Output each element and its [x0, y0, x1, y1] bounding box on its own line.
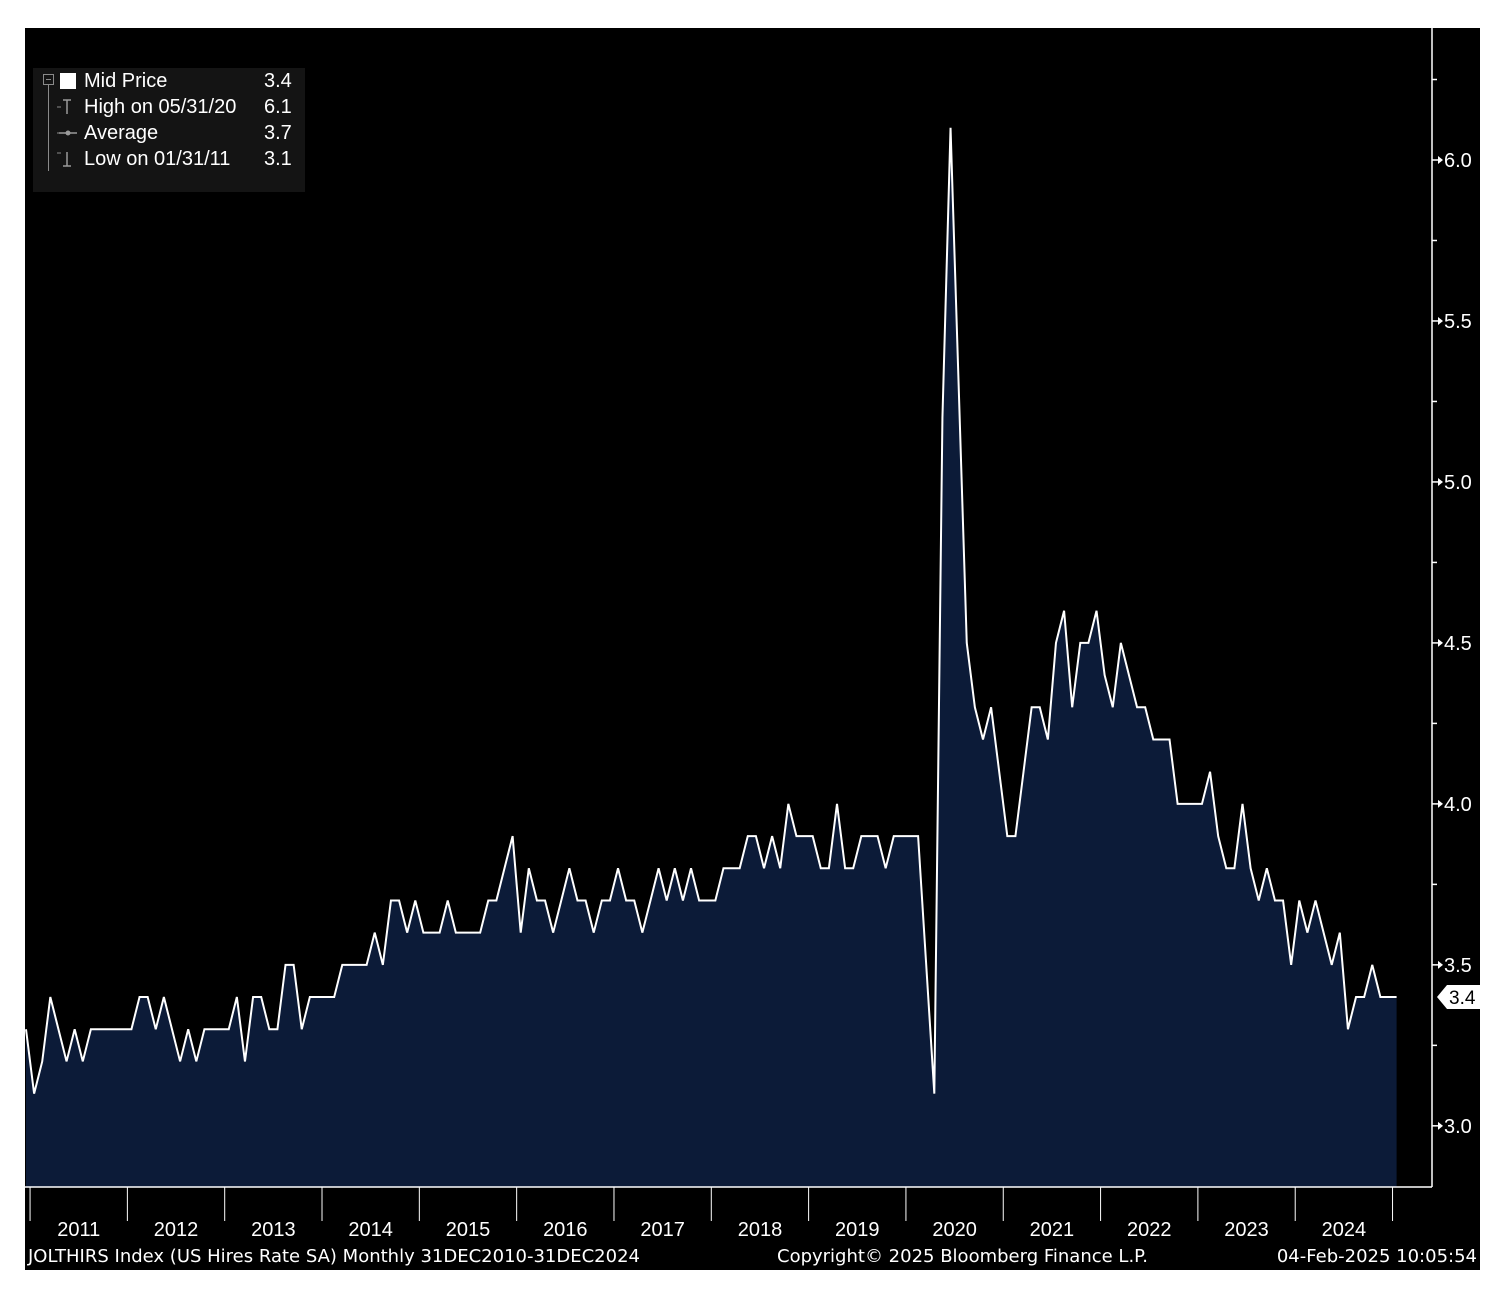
y-tick-label: 3.0 [1444, 1116, 1472, 1138]
x-tick-label: 2021 [1030, 1219, 1075, 1241]
last-value-box [1437, 985, 1480, 1010]
legend-value: 6.1 [264, 96, 292, 118]
x-tick-label: 2017 [640, 1219, 685, 1241]
legend-item-average: Average 3.7 [33, 120, 305, 146]
y-tick-marker [1438, 477, 1443, 486]
x-tick-label: 2012 [154, 1219, 199, 1241]
legend-value: 3.1 [264, 148, 292, 170]
x-tick-label: 2019 [835, 1219, 880, 1241]
last-value-marker: 3.4 [1437, 985, 1480, 1010]
last-value-label: 3.4 [1449, 988, 1476, 1009]
y-tick-marker [1438, 155, 1443, 164]
footer: JOLTHIRS Index (US Hires Rate SA) Monthl… [25, 1244, 1480, 1270]
x-tick-label: 2024 [1322, 1219, 1367, 1241]
y-tick-marker [1438, 316, 1443, 325]
footer-copyright: Copyright© 2025 Bloomberg Finance L.P. [777, 1246, 1148, 1267]
legend-value: 3.4 [264, 70, 292, 92]
y-tick-marker [1438, 1121, 1443, 1130]
legend-label: Mid Price [84, 70, 168, 92]
series-area-fill [26, 127, 1397, 1187]
low-marker-icon [57, 152, 71, 167]
series-swatch-icon [60, 73, 76, 89]
footer-source: JOLTHIRS Index (US Hires Rate SA) Monthl… [28, 1246, 640, 1267]
legend-item-low: Low on 01/31/11 3.1 [33, 146, 305, 172]
legend-item-mid-price: Mid Price 3.4 [33, 68, 305, 94]
average-marker-icon [57, 130, 77, 136]
y-tick-label: 4.0 [1444, 794, 1472, 816]
legend-label: Average [84, 122, 159, 144]
series-line [25, 127, 1397, 1094]
x-tick-label: 2023 [1224, 1219, 1269, 1241]
legend-label: Low on 01/31/11 [84, 148, 231, 170]
chart-canvas: 3.03.54.04.55.05.56.0 2011 2012 2013 2014 20… [25, 28, 1480, 1241]
y-tick-marker [1438, 960, 1443, 969]
plot-area [25, 127, 1397, 1187]
x-tick-label: 2018 [738, 1219, 783, 1241]
legend-item-high: High on 05/31/20 6.1 [33, 94, 305, 120]
x-tick-label: 2020 [932, 1219, 977, 1241]
x-tick-label: 2016 [543, 1219, 588, 1241]
legend-value: 3.7 [264, 122, 292, 144]
legend-tree-line [48, 81, 49, 171]
legend: Mid Price 3.4 High on 05/31/20 6.1 Avera… [33, 68, 305, 192]
high-marker-icon [57, 99, 71, 114]
y-tick-label: 6.0 [1444, 150, 1472, 172]
x-axis: 2011 2012 2013 2014 2015 2016 2017 2018 2019 2020… [25, 1186, 1432, 1241]
x-tick-label: 2014 [348, 1219, 393, 1241]
x-tick-label: 2022 [1127, 1219, 1172, 1241]
collapse-icon[interactable] [43, 74, 54, 85]
footer-timestamp: 04-Feb-2025 10:05:54 [1276, 1246, 1477, 1267]
x-tick-label: 2013 [251, 1219, 296, 1241]
y-tick-marker [1438, 638, 1443, 647]
x-tick-label: 2011 [57, 1219, 100, 1241]
x-tick-label: 2015 [446, 1219, 491, 1241]
y-tick-label: 4.5 [1444, 633, 1472, 655]
y-tick-label: 5.5 [1444, 311, 1472, 333]
y-tick-label: 5.0 [1444, 472, 1472, 494]
legend-label: High on 05/31/20 [84, 96, 237, 118]
y-tick-label: 3.5 [1444, 955, 1472, 977]
y-axis: 3.0 3.5 4.0 4.5 5.0 5.5 6.0 [1431, 28, 1472, 1187]
y-tick-marker [1438, 799, 1443, 808]
chart-frame: 3.0 3.5 4.0 4.5 5.0 5.5 6.0 2011 2012 2013 2014 20… [25, 28, 1480, 1270]
